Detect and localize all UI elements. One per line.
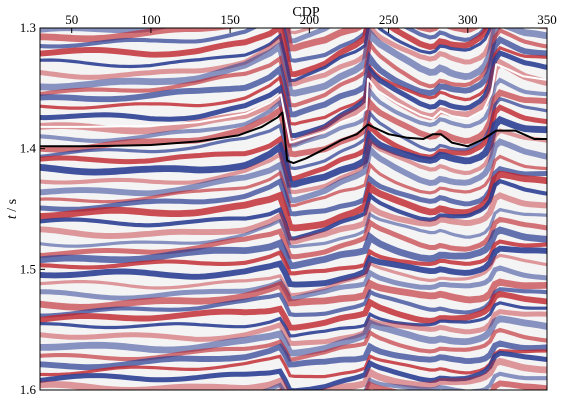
x-tick-label: 350 — [537, 12, 557, 27]
x-tick-label: 100 — [141, 12, 161, 27]
x-axis-title: CDP — [292, 5, 319, 20]
y-tick-label: 1.4 — [20, 141, 37, 156]
x-tick-label: 50 — [65, 12, 78, 27]
reflector-negative-band — [35, 392, 550, 400]
y-tick-label: 1.3 — [20, 20, 36, 35]
y-axis-title-unit: / s — [5, 199, 20, 215]
x-tick-label: 150 — [220, 12, 240, 27]
y-tick-label: 1.6 — [20, 382, 37, 397]
y-tick-label: 1.5 — [20, 261, 36, 276]
seismic-amplitude-field — [35, 0, 550, 400]
y-axis-title: t / s — [5, 199, 20, 219]
x-tick-label: 300 — [458, 12, 478, 27]
x-tick-label: 250 — [379, 12, 399, 27]
